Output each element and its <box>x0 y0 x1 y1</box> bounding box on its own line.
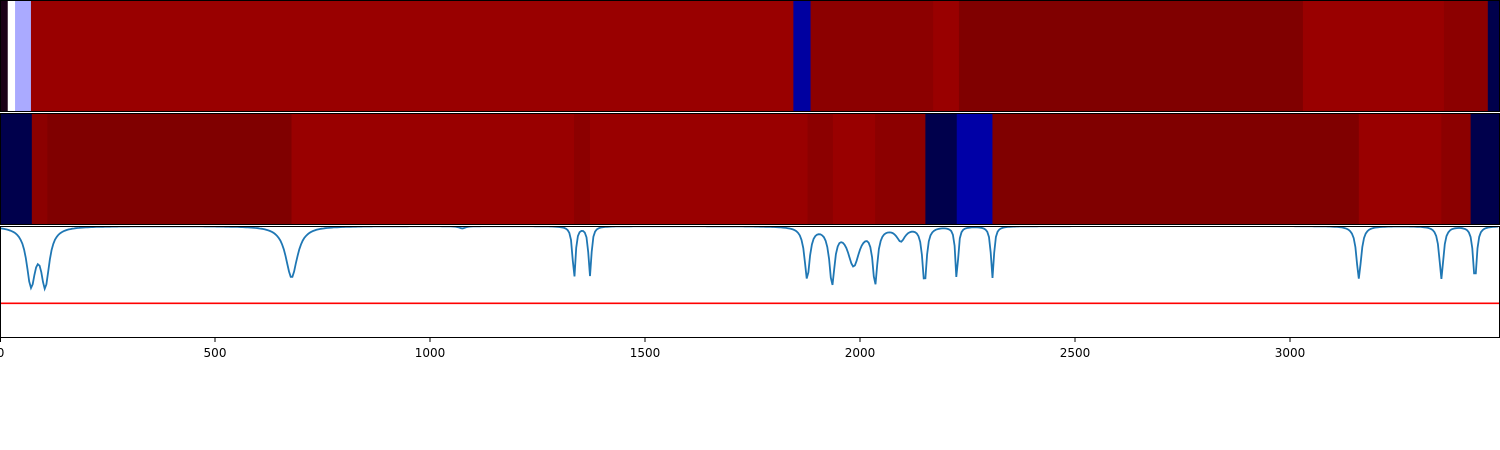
heatmap-segment <box>31 113 48 225</box>
heatmap-segment <box>807 113 834 225</box>
heatmap-strip-middle <box>0 113 1500 225</box>
heatmap-segment <box>1302 0 1445 112</box>
heatmap-segment <box>925 113 958 225</box>
heatmap-segment <box>47 113 293 225</box>
x-axis: 0 500 1000 1500 2000 2500 3000 <box>0 338 1305 360</box>
x-tick-label: 2500 <box>1060 346 1091 360</box>
heatmap-segment <box>956 113 993 225</box>
heatmap-segment <box>1441 113 1472 225</box>
heatmap-segment <box>7 0 16 112</box>
heatmap-segment <box>30 0 794 112</box>
heatmap-segment <box>810 0 934 112</box>
x-tick-label: 0 <box>0 346 4 360</box>
heatmap-segment <box>793 0 812 112</box>
heatmap-segment <box>1470 113 1500 225</box>
panel-frame <box>0 226 1500 338</box>
heatmap-segment <box>832 113 876 225</box>
signal-line <box>0 226 1499 292</box>
x-tick-label: 500 <box>204 346 227 360</box>
heatmap-segment <box>933 0 960 112</box>
heatmap-segment <box>875 113 926 225</box>
heatmap-segment <box>589 113 809 225</box>
heatmap-segment <box>992 113 1360 225</box>
x-tick-label: 1500 <box>630 346 661 360</box>
heatmap-segment <box>958 0 1304 112</box>
heatmap-segment <box>291 113 575 225</box>
signal-plot-panel <box>0 226 1500 338</box>
heatmap-segment <box>574 113 591 225</box>
x-tick-label: 2000 <box>845 346 876 360</box>
heatmap-segment <box>1443 0 1489 112</box>
x-tick-label: 3000 <box>1275 346 1306 360</box>
x-tick-label: 1000 <box>415 346 446 360</box>
heatmap-segment <box>1358 113 1442 225</box>
heatmap-segment <box>1487 0 1500 112</box>
heatmap-segment <box>15 0 32 112</box>
heatmap-segment <box>0 0 9 112</box>
heatmap-segment <box>0 113 33 225</box>
heatmap-strip-top <box>0 0 1500 112</box>
